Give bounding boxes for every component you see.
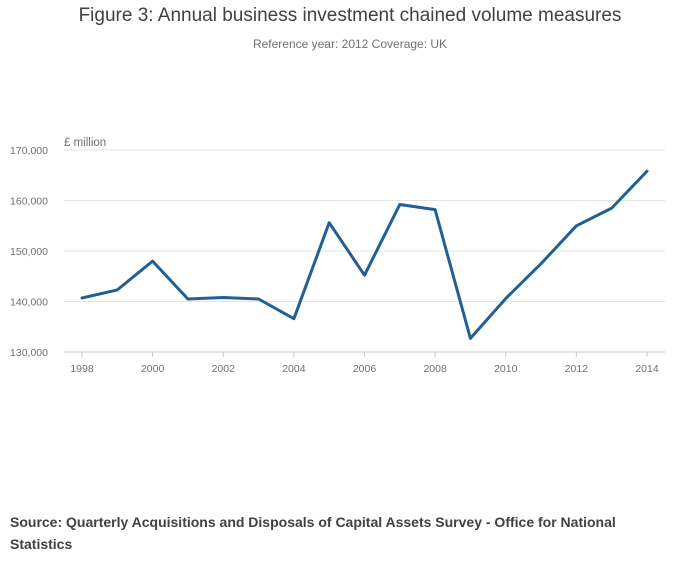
data-point <box>645 170 649 173</box>
y-tick-label: 160,000 <box>10 196 48 208</box>
y-tick-label: 130,000 <box>10 347 48 359</box>
y-tick-label: 150,000 <box>10 246 48 258</box>
data-point <box>257 297 260 301</box>
x-tick-label: 2002 <box>212 363 236 375</box>
data-point <box>433 208 437 211</box>
data-point <box>80 296 84 300</box>
axes: 130,000 140,000 150,000 160,000 170,000 1998 2… <box>10 145 659 375</box>
y-tick-label: 140,000 <box>10 297 48 309</box>
data-point <box>469 337 472 340</box>
chart-subtitle: Reference year: 2012 Coverage: UK <box>252 37 448 51</box>
data-point <box>610 206 613 210</box>
data-point <box>539 262 543 265</box>
data-point <box>186 297 190 301</box>
x-tick-label: 2000 <box>141 363 165 375</box>
data-point <box>575 224 578 227</box>
data-point <box>222 296 225 299</box>
x-tick-label: 2004 <box>282 363 306 375</box>
data-point <box>292 317 296 320</box>
series-line <box>80 169 649 340</box>
x-tick-label: 2014 <box>635 363 659 375</box>
data-point <box>398 203 401 206</box>
gridlines <box>64 149 665 353</box>
x-tick-label: 2006 <box>353 363 377 375</box>
data-point <box>151 259 154 263</box>
x-tick-label: 2010 <box>494 363 518 375</box>
data-point <box>504 297 507 300</box>
series-layer <box>80 169 649 340</box>
x-tick-label: 1998 <box>70 363 94 375</box>
x-tick-label: 2008 <box>423 363 447 375</box>
y-tick-label: 170,000 <box>10 145 48 157</box>
chart-title: Figure 3: Annual business investment cha… <box>78 5 622 26</box>
data-point <box>328 221 331 224</box>
data-point <box>363 274 366 277</box>
data-point <box>116 288 119 292</box>
y-axis-unit-label: £ million <box>64 137 106 149</box>
source-note: Source: Quarterly Acquisitions and Dispo… <box>10 514 616 552</box>
x-tick-label: 2012 <box>565 363 589 375</box>
